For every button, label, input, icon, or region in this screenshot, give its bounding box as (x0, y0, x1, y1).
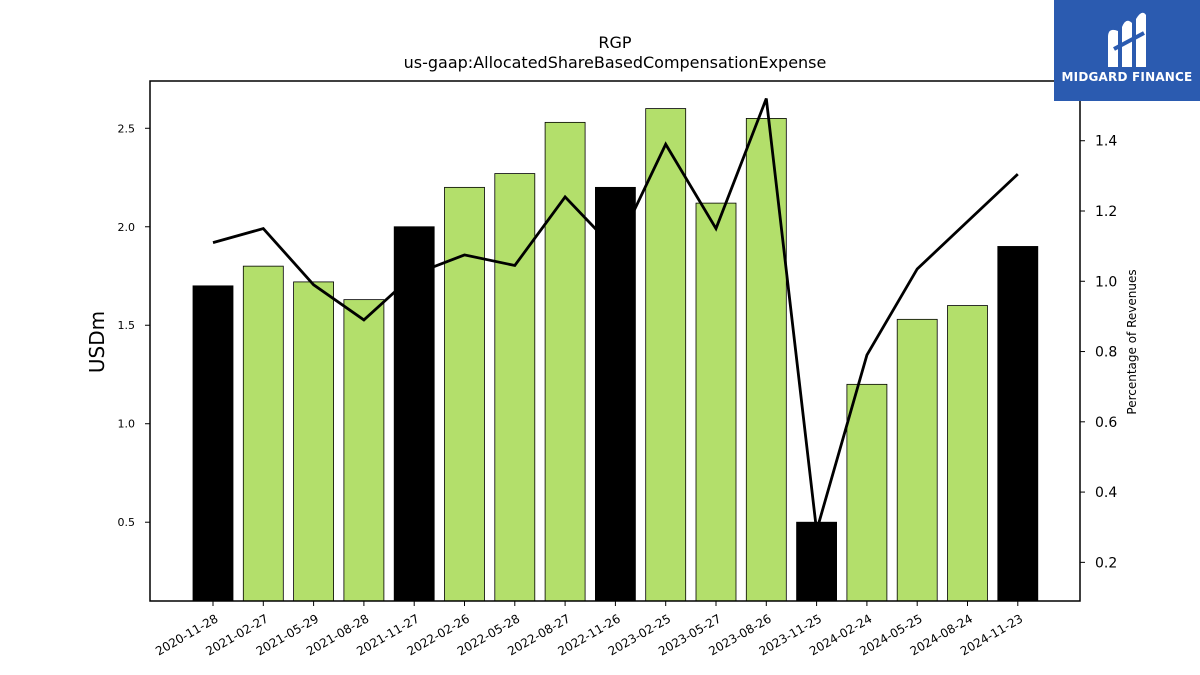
y2-tick-label: 0.2 (1095, 555, 1117, 571)
y2-tick-label: 0.8 (1095, 345, 1117, 361)
bar-2022-08-27 (544, 121, 586, 602)
midgard-finance-logo: MIDGARD FINANCE (1054, 0, 1200, 101)
bar-2021-08-28 (343, 299, 385, 602)
x-axis: 2020-11-282021-02-272021-05-292021-08-28… (153, 601, 1025, 658)
y-axis-left: 0.5 1.0 1.5 2.0 2.5 (118, 122, 150, 529)
percentage-line (212, 98, 1019, 532)
chart-subtitle: us-gaap:AllocatedShareBasedCompensationE… (404, 53, 827, 72)
bar-2021-02-27 (242, 265, 284, 602)
y-tick-label: 1.0 (118, 418, 136, 431)
bar-2024-08-24 (947, 305, 988, 602)
chart-title: RGP (598, 33, 632, 52)
bar-2024-11-23 (997, 246, 1039, 602)
bar-2022-11-26 (595, 186, 636, 602)
y2-tick-label: 0.4 (1095, 485, 1117, 501)
y2-tick-label: 1.2 (1095, 204, 1117, 220)
logo-text: MIDGARD FINANCE (1061, 70, 1193, 84)
bar-2022-02-26 (444, 186, 485, 602)
bar-2024-02-24 (846, 383, 888, 602)
y-tick-label: 1.5 (118, 319, 136, 332)
bar-2021-11-27 (393, 226, 435, 602)
y-tick-label: 2.0 (118, 221, 136, 234)
y2-tick-label: 0.6 (1095, 415, 1117, 431)
y-axis-label: USDm (85, 311, 109, 373)
line-group (212, 98, 1019, 532)
bars-group (192, 108, 1039, 602)
bar-2023-11-25 (796, 521, 837, 602)
y-tick-label: 2.5 (118, 122, 136, 135)
bar-2023-02-25 (645, 108, 687, 602)
y-axis-right: 0.2 0.4 0.6 0.8 1.0 1.2 1.4 (1080, 134, 1117, 571)
y-tick-label: 0.5 (118, 516, 136, 529)
bar-2021-05-29 (293, 281, 335, 602)
y2-tick-label: 1.4 (1095, 134, 1117, 150)
logo-mark-icon (1108, 12, 1146, 67)
bar-2024-05-25 (896, 318, 938, 602)
bar-2023-08-26 (745, 118, 787, 602)
bar-2022-05-28 (494, 173, 536, 602)
y2-tick-label: 1.0 (1095, 274, 1117, 290)
y2-axis-label: Percentage of Revenues (1125, 269, 1139, 414)
bar-2020-11-28 (192, 285, 234, 602)
bar-2023-05-27 (695, 202, 737, 602)
